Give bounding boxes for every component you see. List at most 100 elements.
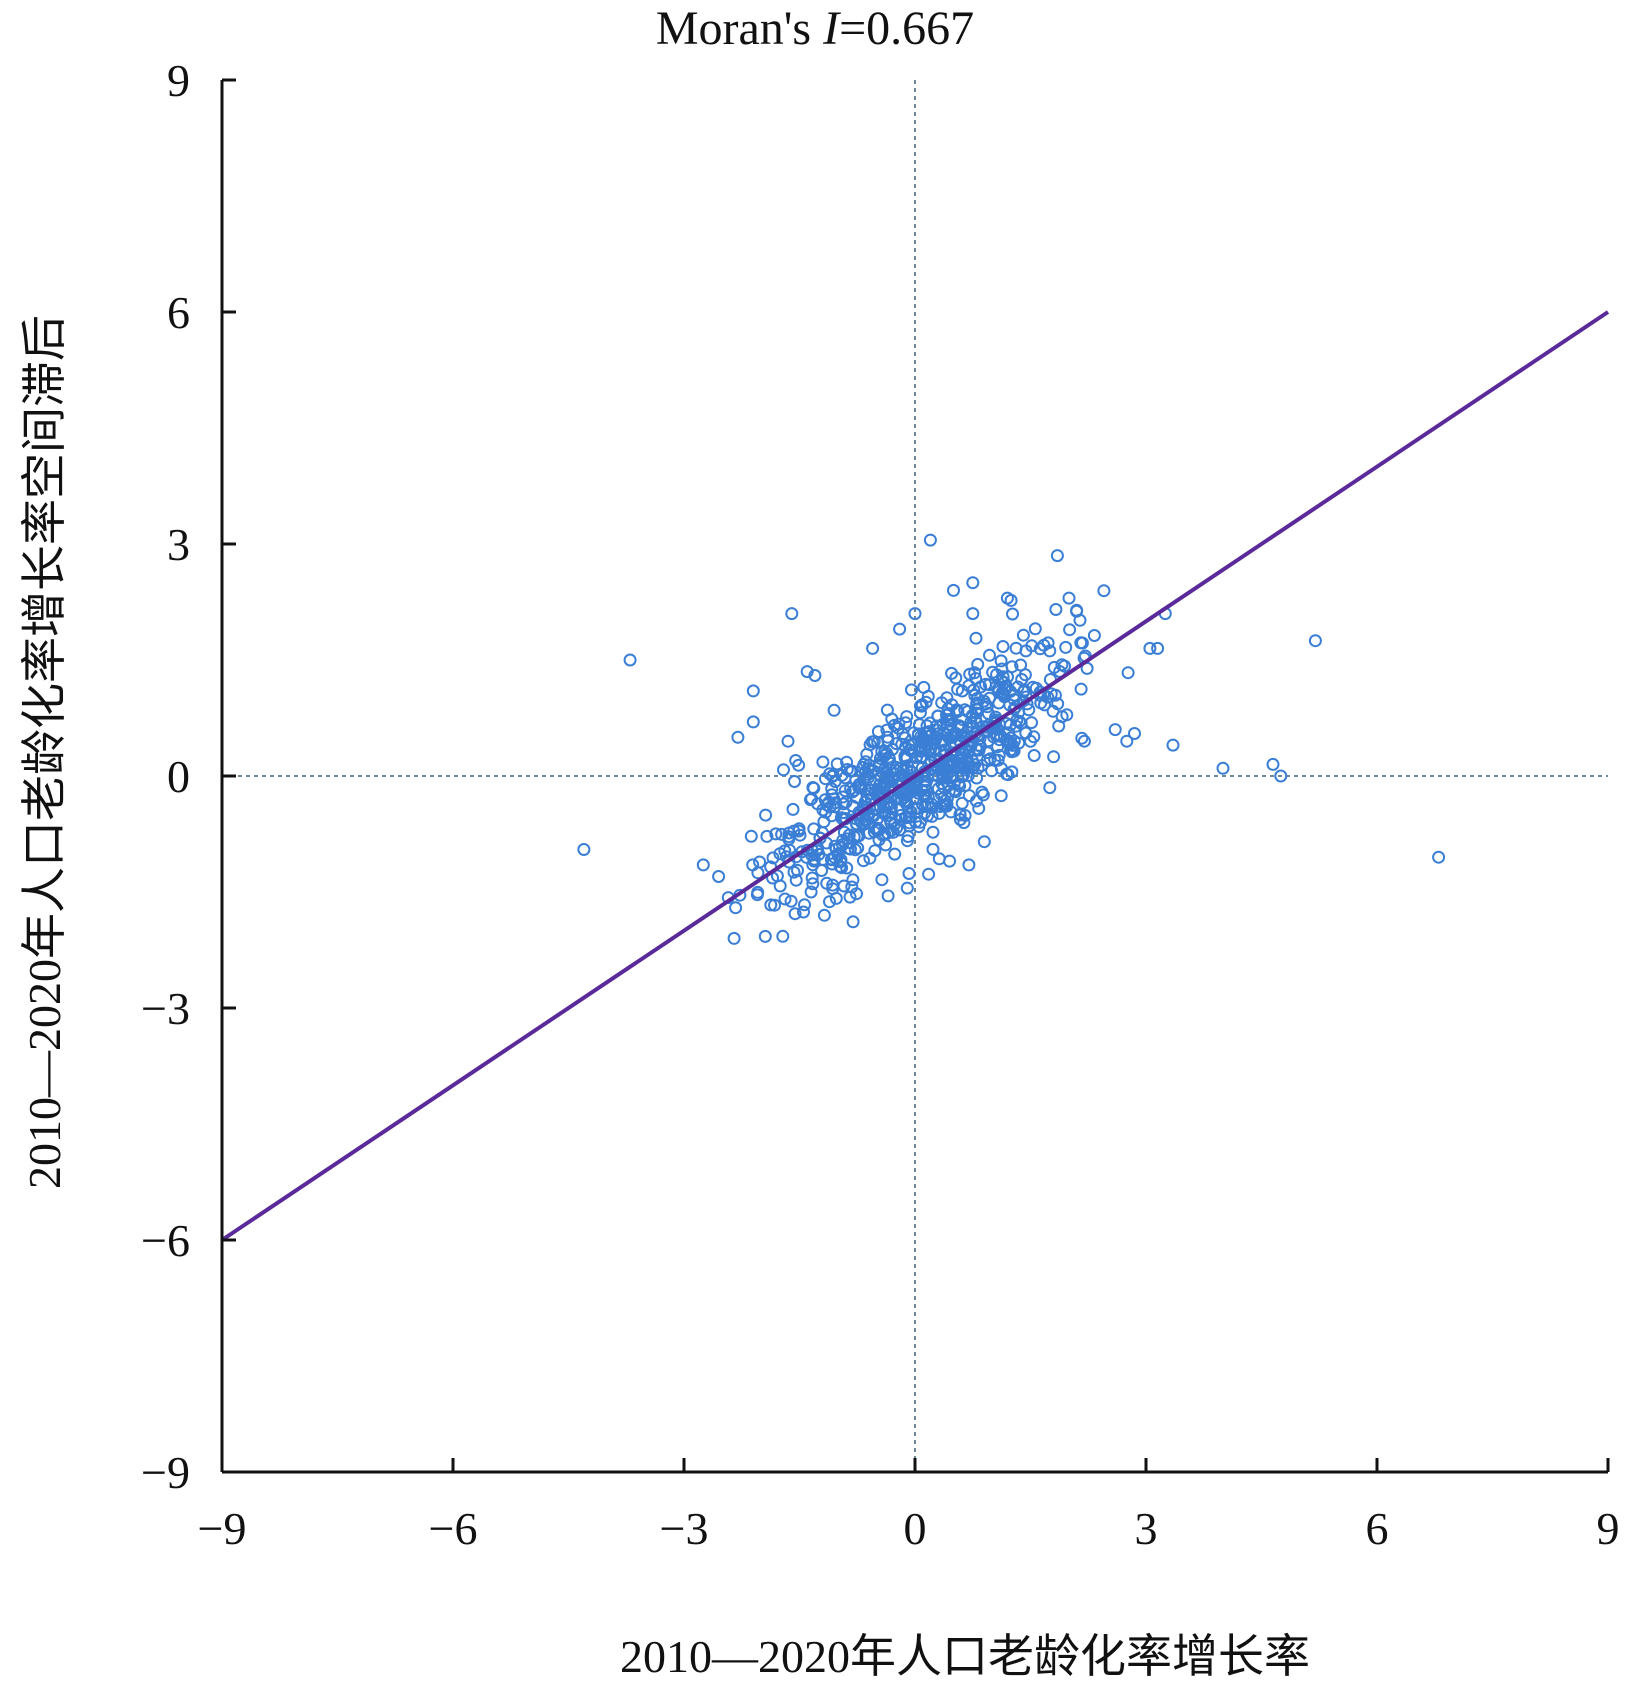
scatter-point — [1022, 703, 1036, 717]
scatter-point — [798, 898, 811, 912]
scatter-point — [923, 533, 937, 547]
scatter-point — [787, 824, 801, 838]
scatter-point — [953, 813, 967, 826]
scatter-point — [753, 855, 767, 869]
scatter-point — [842, 828, 856, 842]
y-tick-label: −9 — [141, 1447, 190, 1498]
scatter-point — [868, 773, 882, 787]
scatter-point — [950, 704, 963, 718]
scatter-point — [881, 730, 895, 744]
scatter-point — [1025, 716, 1038, 730]
scatter-point — [805, 871, 819, 885]
scatter-point — [1059, 640, 1073, 654]
scatter-point — [888, 847, 902, 861]
scatter-point — [894, 792, 908, 806]
scatter-point — [788, 775, 801, 788]
scatter-point — [1073, 613, 1087, 627]
scatter-point — [746, 858, 760, 872]
scatter-point — [768, 898, 781, 912]
x-tick-label: 3 — [1135, 1503, 1158, 1554]
scatter-point — [845, 880, 859, 894]
scatter-point — [1216, 761, 1230, 775]
x-tick-label: 9 — [1597, 1503, 1620, 1554]
scatter-point — [926, 768, 940, 782]
scatter-point — [969, 794, 983, 808]
scatter-point — [961, 755, 975, 769]
scatter-point — [922, 867, 936, 881]
scatter-point — [826, 768, 840, 782]
scatter-point — [858, 765, 872, 779]
scatter-point — [823, 800, 837, 814]
scatter-point — [979, 697, 993, 711]
scatter-point — [1000, 591, 1014, 605]
scatter-point — [971, 657, 985, 671]
x-axis-ticks: −9 −6 −3 0 3 6 9 — [198, 1458, 1620, 1554]
scatter-point — [900, 881, 914, 895]
scatter-point — [983, 648, 996, 662]
x-axis-title: 2010—2020年人口老龄化率增长率 — [620, 1631, 1310, 1682]
scatter-point — [729, 901, 743, 915]
scatter-point — [915, 698, 929, 712]
chart-title: Moran's I=0.667 — [656, 2, 974, 55]
scatter-point — [969, 631, 983, 645]
scatter-point — [920, 809, 934, 823]
scatter-point — [943, 854, 957, 868]
scatter-point — [933, 800, 947, 813]
scatter-point — [947, 583, 960, 597]
scatter-point — [979, 677, 993, 691]
scatter-point — [750, 888, 764, 902]
scatter-point — [804, 885, 818, 899]
y-tick-label: −6 — [141, 1215, 190, 1266]
scatter-point — [1018, 668, 1032, 682]
scatter-point — [783, 843, 796, 857]
scatter-point — [980, 753, 994, 767]
scatter-point — [1046, 704, 1060, 718]
scatter-point — [940, 769, 954, 783]
scatter-point — [1128, 727, 1141, 740]
scatter-point — [696, 858, 710, 872]
scatter-point — [830, 757, 844, 771]
scatter-point — [1166, 738, 1180, 752]
scatter-point — [760, 829, 774, 843]
scatter-point — [944, 718, 958, 732]
scatter-point — [807, 781, 821, 795]
scatter-point — [914, 751, 928, 765]
x-tick-label: −3 — [660, 1503, 709, 1554]
scatter-point — [966, 607, 980, 621]
scatter-point — [1017, 685, 1031, 699]
scatter-point — [938, 749, 952, 763]
scatter-point — [785, 607, 799, 621]
scatter-point — [966, 576, 980, 590]
scatter-point — [893, 622, 907, 636]
scatter-point — [851, 841, 865, 855]
scatter-point — [778, 892, 792, 906]
scatter-point — [759, 808, 773, 822]
scatter-point — [996, 687, 1009, 701]
scatter-point — [881, 889, 895, 903]
scatter-point — [945, 666, 959, 680]
scatter-point — [1062, 591, 1076, 605]
regression-fit-line — [220, 310, 1610, 1242]
scatter-point — [953, 807, 967, 821]
y-axis-title: 2010—2020年人口老龄化率增长率空间滞后 — [19, 315, 70, 1189]
y-axis-ticks: −9 −6 −3 0 3 6 9 — [141, 55, 236, 1498]
scatter-point — [862, 758, 876, 772]
scatter-point — [826, 878, 840, 892]
scatter-point — [795, 845, 809, 859]
scatter-point — [1047, 660, 1061, 674]
scatter-point — [880, 826, 894, 840]
scatter-point — [1063, 623, 1077, 637]
scatter-point — [900, 834, 914, 848]
scatter-point — [972, 801, 986, 815]
scatter-point — [1048, 688, 1062, 702]
scatter-point — [800, 665, 814, 679]
scatter-point — [731, 730, 745, 744]
scatter-point — [938, 799, 952, 813]
scatter-point — [852, 829, 866, 843]
scatter-point — [766, 851, 780, 865]
scatter-point — [880, 797, 893, 811]
x-tick-label: 6 — [1366, 1503, 1389, 1554]
scatter-point — [949, 785, 963, 799]
scatter-points — [577, 533, 1446, 945]
